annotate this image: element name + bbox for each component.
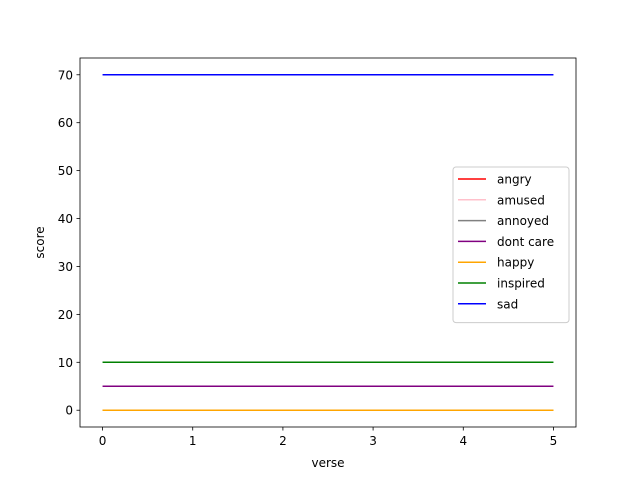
y-tick-label: 0 [65, 404, 73, 418]
legend-label: happy [497, 256, 534, 270]
x-tick-label: 1 [189, 434, 197, 448]
x-tick-label: 4 [459, 434, 467, 448]
legend-label: angry [497, 173, 532, 187]
y-tick-label: 10 [58, 356, 73, 370]
x-tick-label: 5 [550, 434, 558, 448]
x-tick-label: 2 [279, 434, 287, 448]
y-axis-label: score [33, 226, 47, 258]
y-tick-label: 50 [58, 164, 73, 178]
y-tick-label: 70 [58, 68, 73, 82]
legend-label: amused [497, 193, 545, 207]
plot-frame [79, 57, 577, 428]
x-tick-label: 3 [369, 434, 377, 448]
legend-label: sad [497, 297, 518, 311]
y-tick-label: 20 [58, 308, 73, 322]
legend: angry amused annoyed dont care happy inspired… [452, 166, 570, 324]
x-axis: 0 1 2 3 4 5 [99, 427, 558, 448]
x-tick-label: 0 [99, 434, 107, 448]
x-axis-label: verse [311, 456, 344, 470]
y-tick-label: 30 [58, 260, 73, 274]
y-axis: 0 10 20 30 40 50 60 70 [58, 68, 80, 418]
legend-label: annoyed [497, 214, 549, 228]
y-tick-label: 60 [58, 116, 73, 130]
y-tick-label: 40 [58, 212, 73, 226]
legend-label: dont care [497, 235, 554, 249]
series-layer [102, 74, 554, 411]
legend-label: inspired [497, 277, 545, 291]
